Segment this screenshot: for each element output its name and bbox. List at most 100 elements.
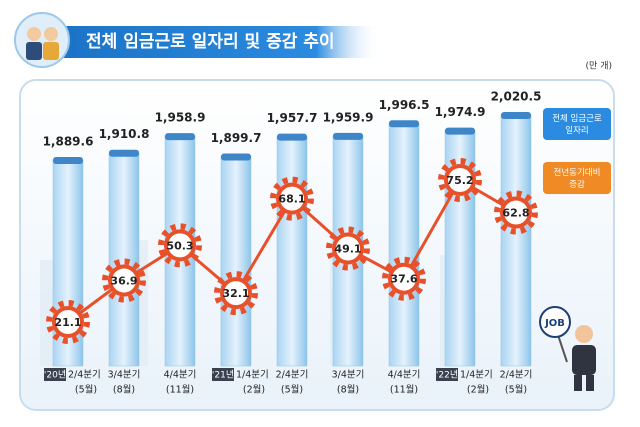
title-icon	[14, 12, 70, 68]
bar-cap	[53, 157, 83, 164]
x-tick-label: 2/4분기	[276, 370, 309, 381]
gear-teeth	[326, 226, 370, 271]
legend-label-line: 전체 임금근로	[552, 113, 602, 124]
bar-value-label: 1,957.7	[267, 111, 318, 125]
gear-marker	[270, 176, 314, 221]
gear-teeth	[102, 258, 146, 303]
gear-center	[168, 233, 192, 258]
x-tick-label: 4/4분기	[164, 370, 197, 381]
bar-value-label: 1,889.6	[43, 135, 94, 149]
chart-title: 전체 임금근로 일자리 및 증감 추이	[86, 31, 335, 52]
gear-marker	[102, 258, 146, 303]
gear-marker	[158, 223, 202, 268]
line-value-label: 37.6	[390, 273, 417, 286]
legend-label: 전년동기대비 증감	[554, 167, 601, 190]
title-bar	[60, 26, 380, 58]
icon-person	[43, 42, 59, 60]
month-label: (5월)	[505, 384, 527, 396]
line-value-label: 68.1	[278, 193, 305, 206]
legend-box	[543, 162, 611, 194]
gear-marker	[382, 256, 426, 301]
line-value-label: 21.1	[54, 316, 81, 329]
gear-teeth	[270, 176, 314, 221]
bar-cap	[165, 133, 195, 141]
bar	[220, 156, 252, 367]
icon-person	[26, 42, 42, 60]
bar-value-label: 1,910.8	[99, 127, 150, 141]
x-tick-label: 1/4분기	[236, 370, 269, 381]
bar-cap	[277, 133, 307, 141]
gear-teeth	[158, 223, 202, 268]
month-label: (2월)	[243, 384, 265, 396]
bar-cap	[445, 127, 475, 135]
bar-value-label: 1,899.7	[211, 131, 262, 145]
bar	[500, 114, 532, 367]
icon-person	[44, 27, 58, 41]
legend-box	[543, 108, 611, 140]
gear-teeth	[438, 158, 482, 202]
bar-cap	[333, 132, 363, 140]
month-label: (8월)	[337, 384, 359, 396]
gear-marker	[214, 271, 258, 316]
month-label: (11월)	[390, 384, 418, 396]
year-label: '20년	[44, 370, 66, 381]
gear-marker	[438, 158, 482, 202]
person-leg	[586, 375, 594, 391]
line-value-label: 49.1	[334, 243, 361, 256]
month-label: (2월)	[467, 384, 489, 396]
gear-marker	[46, 300, 90, 344]
year-badge	[436, 368, 458, 381]
person-leg	[574, 375, 582, 391]
gear-teeth	[46, 300, 90, 344]
sign-text: JOB	[544, 318, 565, 329]
line-value-label: 36.9	[110, 275, 137, 288]
year-badge	[212, 368, 234, 381]
gear-center	[336, 236, 360, 261]
person-body	[572, 345, 596, 375]
gear-center	[112, 268, 136, 293]
gear-marker	[494, 190, 538, 235]
month-label: (5월)	[75, 384, 97, 396]
bar	[388, 123, 420, 367]
line-value-label: 62.8	[502, 207, 529, 220]
month-label: (5월)	[281, 384, 303, 396]
legend-label-line: 전년동기대비	[554, 167, 601, 178]
bar-value-label: 1,996.5	[379, 98, 430, 112]
year-label: '22년	[436, 370, 458, 381]
icon-person	[27, 27, 41, 41]
legend-label-line: 일자리	[565, 126, 588, 136]
gear-marker	[326, 226, 370, 271]
gear-center	[280, 186, 304, 211]
gear-center	[448, 168, 472, 192]
bar-value-label: 1,959.9	[323, 110, 374, 124]
bar-value-label: 1,958.9	[155, 111, 206, 125]
line-value-label: 75.2	[446, 174, 473, 187]
month-label: (11월)	[166, 384, 194, 396]
month-label: (8월)	[113, 384, 135, 396]
bar-cap	[109, 149, 139, 157]
x-tick-label: 2/4분기	[500, 370, 533, 381]
x-tick-label: 2/4분기	[68, 370, 101, 381]
bar	[108, 152, 140, 367]
gear-teeth	[214, 271, 258, 316]
gear-center	[392, 266, 416, 291]
x-tick-label: 3/4분기	[108, 370, 141, 381]
gear-center	[56, 310, 80, 334]
year-label: '21년	[212, 370, 234, 381]
gear-teeth	[382, 256, 426, 301]
unit-label: (만 개)	[586, 61, 612, 72]
person-head	[575, 325, 593, 343]
bar-value-label: 1,974.9	[435, 105, 486, 119]
illustration: JOB	[539, 306, 596, 391]
bar-cap	[221, 153, 251, 161]
year-badge	[44, 368, 66, 381]
sign	[539, 306, 571, 338]
line-value-label: 50.3	[166, 239, 193, 252]
x-tick-label: 4/4분기	[388, 370, 421, 381]
bar-cap	[501, 112, 531, 119]
gear-center	[504, 200, 528, 225]
gear-center	[224, 281, 248, 306]
bar	[276, 136, 308, 367]
